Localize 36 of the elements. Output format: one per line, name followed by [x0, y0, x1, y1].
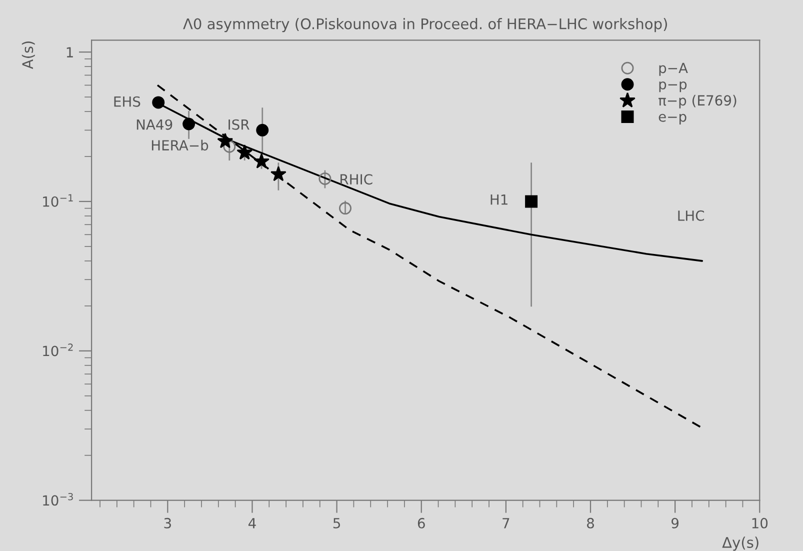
x-axis-title: Δy(s): [722, 536, 758, 551]
annotation: EHS: [114, 96, 140, 107]
point: [256, 124, 269, 136]
x-tick-label: 8: [587, 518, 594, 528]
legend-label: e−p: [658, 114, 686, 125]
x-tick-label: 4: [248, 518, 256, 528]
point: [152, 96, 165, 109]
annotation: HERA−b: [152, 140, 208, 151]
point: [525, 195, 538, 208]
point: [217, 132, 234, 148]
annotation: H1: [490, 194, 508, 205]
x-tick-label: 10: [752, 518, 768, 528]
annotation: ISR: [228, 119, 250, 130]
annotation: LHC: [678, 210, 704, 221]
point: [270, 166, 286, 182]
y-tick-label: 10$^{−1}$: [43, 194, 73, 207]
x-tick-label: 6: [418, 518, 425, 528]
y-tick-label: 10$^{−3}$: [43, 492, 73, 506]
legend-label: p−p: [659, 81, 687, 92]
x-tick-label: 7: [502, 518, 510, 528]
point: [318, 172, 332, 185]
point: [182, 118, 196, 130]
y-tick-label: 10$^{−2}$: [43, 344, 73, 356]
point: [339, 202, 352, 215]
x-tick-label: 3: [164, 518, 171, 528]
y-tick-label: 1: [66, 47, 73, 58]
chart-title: Λ0 asymmetry (O.Piskounova in Proceed. of HERA−LHC workshop): [183, 18, 667, 32]
x-tick-label: 5: [333, 518, 340, 528]
annotation: RHIC: [340, 174, 372, 185]
annotation: NA49: [136, 119, 172, 130]
point: [236, 144, 253, 160]
point: [223, 140, 236, 153]
legend-label: p−A: [659, 62, 688, 76]
x-tick-label: 9: [672, 518, 679, 528]
legend-label: π−p (E769): [658, 94, 736, 108]
y-axis-title: A(s): [22, 41, 35, 70]
